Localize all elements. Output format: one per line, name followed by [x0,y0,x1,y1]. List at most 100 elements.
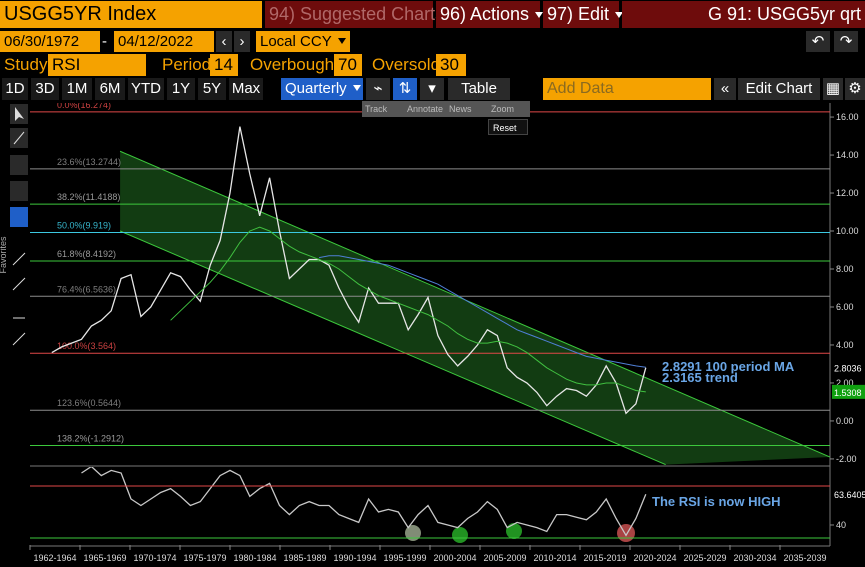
menu-tab[interactable]: 96) Actions [436,1,540,28]
level-label: 61.8%(8.4192) [57,249,116,259]
more-tool[interactable]: ▾ [420,78,444,100]
x-tick-label: 1990-1994 [333,553,376,563]
x-tick-label: 2025-2029 [683,553,726,563]
x-tick-label: 1962-1964 [33,553,76,563]
end-date[interactable]: 04/12/2022 [114,31,214,52]
level-label: 23.6%(13.2744) [57,157,121,167]
x-tick-label: 1985-1989 [283,553,326,563]
y-tick-label: 14.00 [836,150,859,160]
level-label: 50.0%(9.919) [57,221,111,231]
table-button[interactable]: Table [448,78,510,100]
x-tick-label: 1995-1999 [383,553,426,563]
popup-tool[interactable]: News [446,101,488,117]
page-title: G 91: USGG5yr qrt [622,1,865,28]
y-tick-label: -2.00 [836,454,857,464]
value-box [832,360,865,375]
series-line [170,226,646,393]
x-tick-label: 2015-2019 [583,553,626,563]
value-box [832,384,865,399]
range-button[interactable]: 3D [31,78,59,100]
popup-tool[interactable]: Annotate [404,101,446,117]
overbought-label: Overbought [250,55,339,74]
annotation: 2.8291 100 period MA [662,359,795,374]
level-label: 38.2%(11.4188) [57,192,120,202]
level-label: 0.0%(16.274) [57,100,111,110]
range-button[interactable]: Max [229,78,263,100]
y-tick-label: 4.00 [836,340,854,350]
series-line [51,126,647,415]
level-label: 138.2%(-1.2912) [57,433,124,443]
level-label: 100.0%(3.564) [57,341,116,351]
range-button[interactable]: 1D [2,78,28,100]
channel-line [119,150,830,458]
edit-chart-button[interactable]: Edit Chart [738,78,820,100]
start-date[interactable]: 06/30/1972 [0,31,100,52]
security-field[interactable]: USGG5YR Index [0,1,262,28]
redo-button[interactable]: ↷ [834,31,858,52]
series-line [81,467,647,537]
channel-line [119,230,666,465]
y-tick-label: 6.00 [836,302,854,312]
settings-button[interactable]: ▦ [823,78,843,100]
oversold-label: Oversold [372,55,441,74]
x-tick-label: 1975-1979 [183,553,226,563]
undo-button[interactable]: ↶ [806,31,830,52]
next-button[interactable]: › [234,31,250,52]
x-tick-label: 2000-2004 [433,553,476,563]
range-button[interactable]: 1M [62,78,92,100]
price-panel: 0.0%(16.274) 23.6%(13.2744) 38.2%(11.4188)… [30,100,830,465]
range-button[interactable]: 6M [95,78,125,100]
study-field[interactable]: RSI [48,54,146,76]
x-tick-label: 2020-2024 [633,553,676,563]
value-box-label: 63.6405 [834,490,865,500]
line-tool[interactable]: ⌁ [366,78,390,100]
y-tick-label: 2.00 [836,378,854,388]
add-data-field[interactable]: Add Data [543,78,711,100]
period-label: Period [162,55,212,74]
level-label: 76.4%(6.5636) [57,284,116,294]
range-button[interactable]: 1Y [167,78,195,100]
x-tick-label: 2030-2034 [733,553,776,563]
date-dash: - [102,33,107,50]
x-tick-label: 1980-1984 [233,553,276,563]
value-box [832,487,865,502]
channel-fill [120,151,830,465]
range-button[interactable]: YTD [128,78,164,100]
reset-button[interactable]: Reset [488,119,528,135]
rsi-highlights [405,523,635,543]
x-tick-label: 2035-2039 [783,553,826,563]
popup-tool[interactable]: Track [362,101,404,117]
sidebar [10,104,28,346]
frequency-dropdown[interactable]: Quarterly [281,78,363,100]
y-tick-label: 16.00 [836,112,859,122]
value-box-label: 1.5308 [834,388,862,398]
x-tick-label: 1965-1969 [83,553,126,563]
oversold-field[interactable]: 30 [436,54,466,76]
value-box-label: 2.8036 [834,364,862,374]
y-tick-label: 40 [836,520,846,530]
popup-tool[interactable]: Zoom [488,101,530,117]
currency-field[interactable]: Local CCY [256,31,350,52]
favorites-label: Favorites [0,236,8,274]
overbought-field[interactable]: 70 [334,54,362,76]
menu-tab[interactable]: 94) Suggested Charts [265,1,444,28]
range-button[interactable]: 5Y [198,78,226,100]
period-field[interactable]: 14 [210,54,238,76]
y-tick-label: 0.00 [836,416,854,426]
collapse-button[interactable]: « [714,78,736,100]
x-tick-label: 2010-2014 [533,553,576,563]
study-label: Study [4,55,48,74]
x-tick-label: 2005-2009 [483,553,526,563]
rsi-annotation: The RSI is now HIGH [652,494,781,509]
menu-tab[interactable]: 97) Edit [543,1,619,28]
x-tick-label: 1970-1974 [133,553,176,563]
gear-button[interactable]: ⚙ [845,78,865,100]
y-tick-label: 12.00 [836,188,859,198]
chart-tools-popup: Track Annotate News Zoom Reset [362,101,530,137]
prev-button[interactable]: ‹ [216,31,232,52]
y-tick-label: 10.00 [836,226,859,236]
annotation: 2.3165 trend [662,370,738,385]
bar-tool[interactable]: ⇅ [393,78,417,100]
